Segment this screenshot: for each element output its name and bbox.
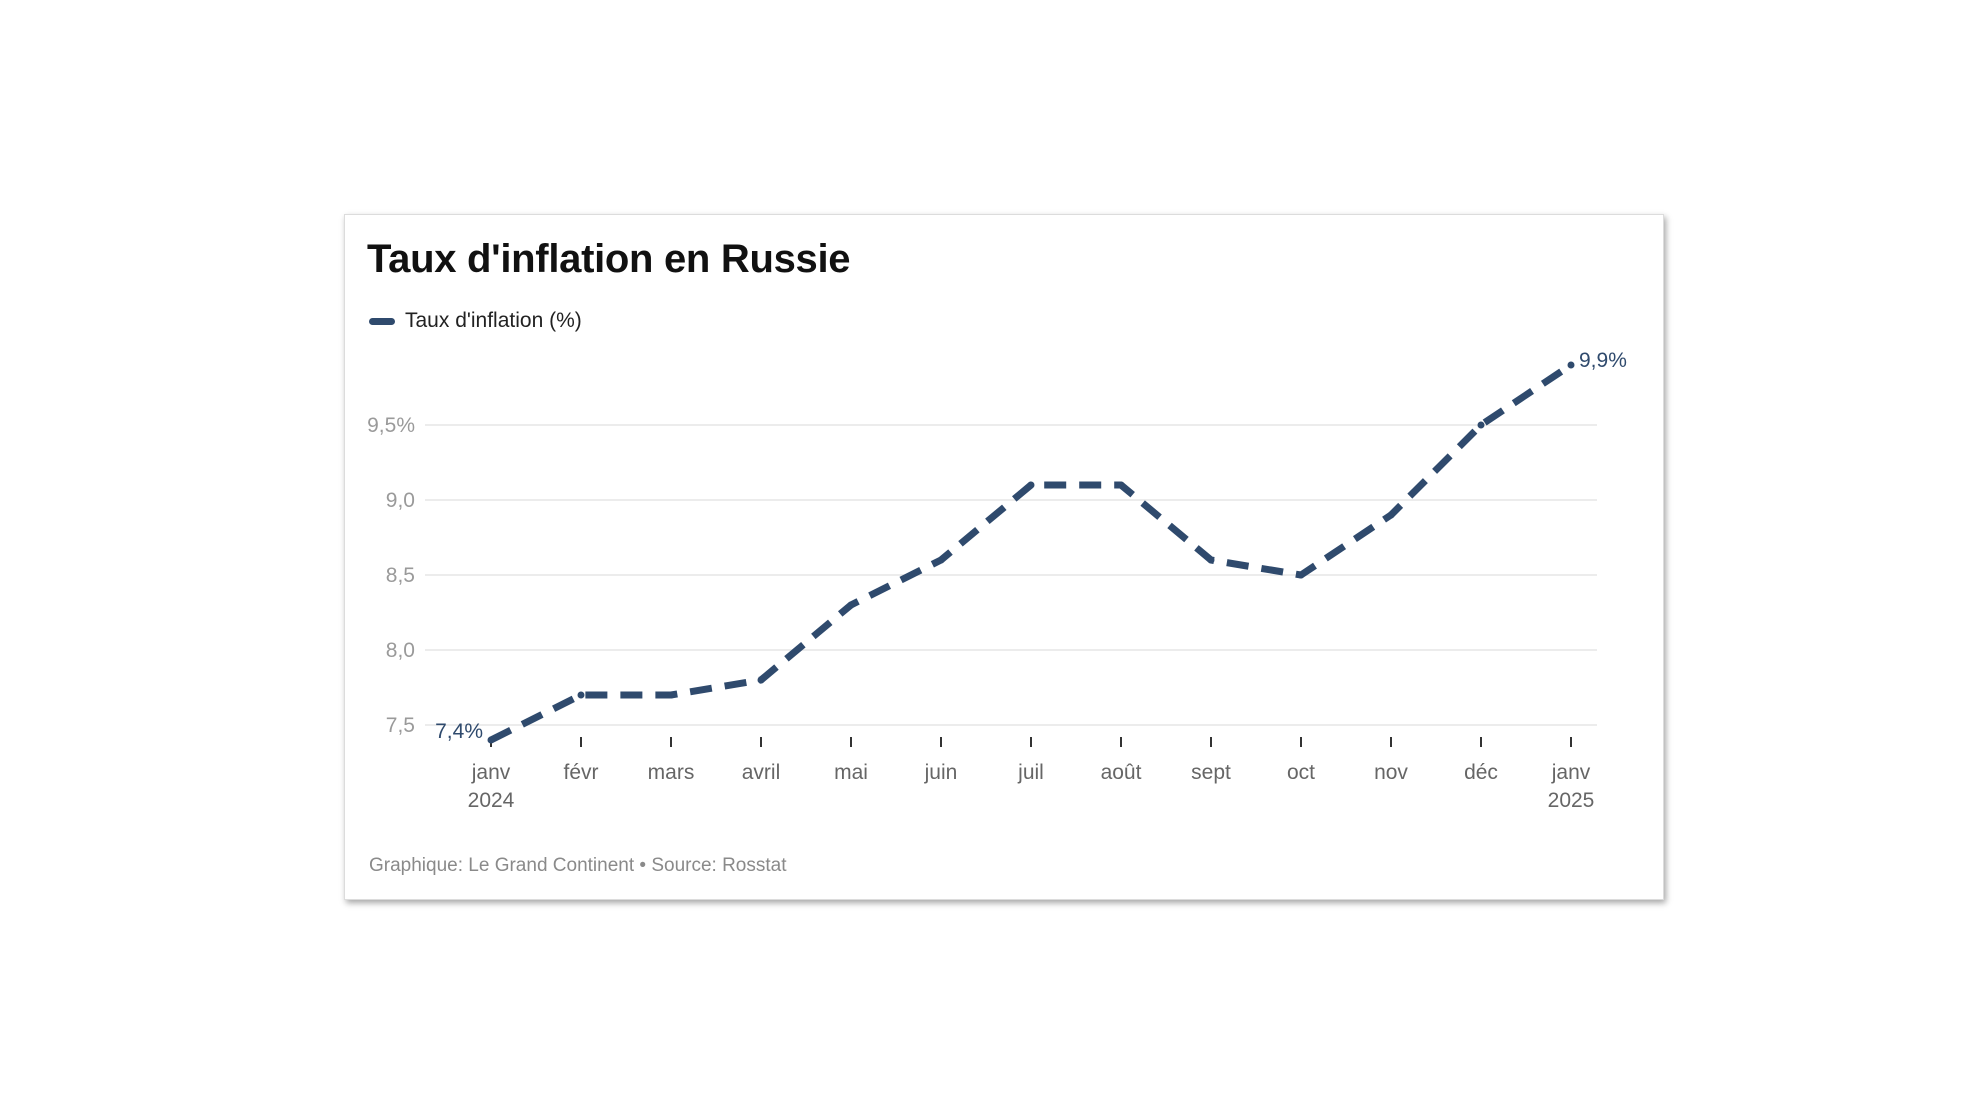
- x-tick-label: févr: [563, 761, 598, 784]
- x-tick-label: juil: [1017, 761, 1044, 784]
- data-point: [667, 691, 675, 699]
- series-line-inflation: [489, 362, 1573, 744]
- y-tick-label: 9,0: [386, 489, 415, 512]
- line-chart: 7,5 8,0 8,5 9,0 9,5% janv 2024 févr mars avril mai…: [367, 349, 1627, 812]
- x-tick-label: janv: [1551, 761, 1591, 784]
- data-label: 9,9%: [1579, 349, 1627, 372]
- data-point: [1027, 481, 1035, 489]
- x-tick-label: sept: [1191, 761, 1231, 784]
- data-point: [1207, 556, 1215, 564]
- x-tick-label: avril: [742, 761, 781, 784]
- data-point: [1387, 511, 1395, 519]
- x-tick-label: mai: [834, 761, 868, 784]
- data-point: [757, 676, 765, 684]
- chart-title: Taux d'inflation en Russie: [367, 237, 851, 281]
- x-tick-label: juin: [924, 761, 958, 784]
- x-tick-label: mars: [648, 761, 695, 784]
- x-tick-label: 2024: [468, 789, 515, 812]
- x-tick-label: 2025: [1548, 789, 1595, 812]
- x-tick-label: oct: [1287, 761, 1315, 784]
- data-point: [487, 736, 495, 744]
- data-point: [847, 601, 855, 609]
- data-point: [937, 556, 945, 564]
- chart-footer: Graphique: Le Grand Continent • Source: …: [369, 855, 787, 876]
- y-tick-label: 8,0: [386, 639, 415, 662]
- x-tick-label: nov: [1374, 761, 1408, 784]
- data-point: [1567, 361, 1575, 369]
- data-point: [577, 691, 585, 699]
- data-point: [1117, 481, 1125, 489]
- legend-swatch: [369, 317, 395, 325]
- y-tick-label: 9,5%: [367, 414, 415, 437]
- y-tick-label: 7,5: [386, 714, 415, 737]
- data-point: [1297, 571, 1305, 579]
- legend: Taux d'inflation (%): [369, 309, 582, 333]
- y-tick-label: 8,5: [386, 564, 415, 587]
- data-label: 7,4%: [435, 720, 483, 743]
- legend-label: Taux d'inflation (%): [405, 309, 582, 332]
- x-tick-label: janv: [471, 761, 511, 784]
- data-point: [1477, 421, 1485, 429]
- x-tick-label: août: [1101, 761, 1142, 784]
- chart-card: Taux d'inflation en Russie Taux d'inflat…: [344, 214, 1664, 900]
- x-tick-label: déc: [1464, 761, 1498, 784]
